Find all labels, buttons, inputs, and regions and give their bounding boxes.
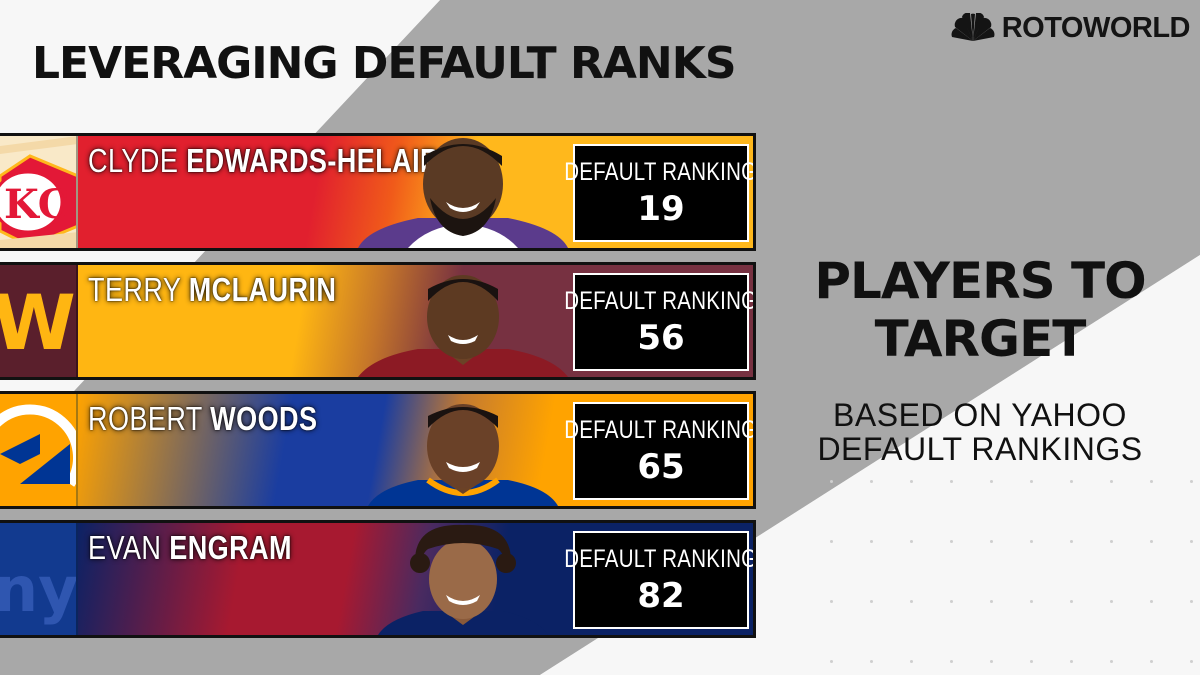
player-first-name: TERRY bbox=[88, 271, 181, 308]
player-first-name: EVAN bbox=[88, 529, 162, 566]
background-dot bbox=[1030, 480, 1033, 483]
svg-text:W: W bbox=[0, 278, 76, 367]
background-dot bbox=[1190, 600, 1193, 603]
player-headshot bbox=[378, 524, 548, 635]
background-dot bbox=[1190, 660, 1193, 663]
player-headshot bbox=[358, 275, 568, 377]
side-heading: PLAYERS TO TARGET bbox=[770, 252, 1190, 368]
rank-value: 65 bbox=[637, 446, 685, 487]
background-dot bbox=[1190, 480, 1193, 483]
side-subheading-line1: BASED ON YAHOO bbox=[833, 397, 1127, 433]
rank-box: DEFAULT RANKING 65 bbox=[564, 402, 753, 500]
background-dot bbox=[1110, 660, 1113, 663]
svg-text:ny: ny bbox=[0, 553, 78, 626]
rank-box: DEFAULT RANKING 82 bbox=[564, 531, 753, 629]
washington-logo: W bbox=[0, 265, 78, 377]
background-dot bbox=[1070, 600, 1073, 603]
background-dot bbox=[830, 600, 833, 603]
rank-value: 56 bbox=[637, 317, 685, 358]
background-dot bbox=[910, 600, 913, 603]
page-title: LEVERAGING DEFAULT RANKS bbox=[32, 38, 737, 89]
player-card: ROBERT WOODS DEFAULT RANKING 65 bbox=[0, 391, 756, 509]
background-dot bbox=[1030, 660, 1033, 663]
background-dot bbox=[1110, 600, 1113, 603]
side-heading-line2: TARGET bbox=[874, 310, 1087, 368]
rank-value: 82 bbox=[637, 575, 685, 616]
background-dot bbox=[1150, 540, 1153, 543]
background-dot bbox=[990, 540, 993, 543]
chiefs-logo: KC bbox=[0, 136, 78, 248]
rank-label: DEFAULT RANKING bbox=[564, 286, 756, 315]
background-dot bbox=[910, 660, 913, 663]
background-dot bbox=[1070, 660, 1073, 663]
rank-label: DEFAULT RANKING bbox=[564, 544, 756, 573]
background-dot bbox=[1150, 660, 1153, 663]
background-dot bbox=[1110, 540, 1113, 543]
svg-text:KC: KC bbox=[4, 181, 70, 228]
side-subheading: BASED ON YAHOO DEFAULT RANKINGS bbox=[770, 398, 1190, 466]
background-dot bbox=[1030, 540, 1033, 543]
player-first-name: ROBERT bbox=[88, 400, 203, 437]
player-headshot bbox=[358, 138, 568, 248]
player-last-name: MCLAURIN bbox=[188, 271, 337, 308]
player-name: EVAN ENGRAM bbox=[88, 529, 292, 567]
background-dot bbox=[950, 660, 953, 663]
background-dot bbox=[990, 480, 993, 483]
rank-label: DEFAULT RANKING bbox=[564, 415, 756, 444]
player-card: KC CLYDE EDWARDS-HELAIRE DEFAULT RANKING… bbox=[0, 133, 756, 251]
player-card: W TERRY MCLAURIN DEFAULT RANKING 56 bbox=[0, 262, 756, 380]
side-heading-line1: PLAYERS TO bbox=[814, 252, 1146, 310]
player-name: CLYDE EDWARDS-HELAIRE bbox=[88, 142, 458, 180]
background-dot bbox=[990, 660, 993, 663]
background-dot bbox=[830, 540, 833, 543]
rams-logo bbox=[0, 394, 78, 506]
background-dot bbox=[950, 600, 953, 603]
player-last-name: ENGRAM bbox=[169, 529, 292, 566]
player-headshot bbox=[368, 404, 558, 506]
background-dot bbox=[910, 480, 913, 483]
giants-logo: ny bbox=[0, 523, 78, 635]
background-dot bbox=[1190, 540, 1193, 543]
rotoworld-logo: ROTOWORLD bbox=[950, 10, 1191, 46]
player-first-name: CLYDE bbox=[88, 142, 179, 179]
player-last-name: WOODS bbox=[210, 400, 318, 437]
player-name: ROBERT WOODS bbox=[88, 400, 317, 438]
rank-box: DEFAULT RANKING 19 bbox=[564, 144, 753, 242]
background-dot bbox=[910, 540, 913, 543]
background-dot bbox=[950, 540, 953, 543]
player-card: ny EVAN ENGRAM DEFAULT RANKING 82 bbox=[0, 520, 756, 638]
player-last-name: EDWARDS-HELAIRE bbox=[186, 142, 459, 179]
background-dot bbox=[1150, 480, 1153, 483]
background-dot bbox=[830, 660, 833, 663]
background-dot bbox=[1110, 480, 1113, 483]
peacock-icon bbox=[951, 13, 995, 41]
player-name: TERRY MCLAURIN bbox=[88, 271, 336, 309]
background-dot bbox=[1150, 600, 1153, 603]
rank-value: 19 bbox=[637, 188, 685, 229]
background-dot bbox=[830, 480, 833, 483]
background-dot bbox=[950, 480, 953, 483]
background-dot bbox=[1070, 540, 1073, 543]
logo-text: ROTOWORLD bbox=[1001, 11, 1191, 44]
rank-label: DEFAULT RANKING bbox=[564, 157, 756, 186]
background-dot bbox=[870, 540, 873, 543]
background-dot bbox=[870, 600, 873, 603]
background-dot bbox=[870, 660, 873, 663]
background-dot bbox=[1070, 480, 1073, 483]
background-dot bbox=[1030, 600, 1033, 603]
rank-box: DEFAULT RANKING 56 bbox=[564, 273, 753, 371]
side-subheading-line2: DEFAULT RANKINGS bbox=[817, 431, 1143, 467]
background-dot bbox=[870, 480, 873, 483]
background-dot bbox=[990, 600, 993, 603]
